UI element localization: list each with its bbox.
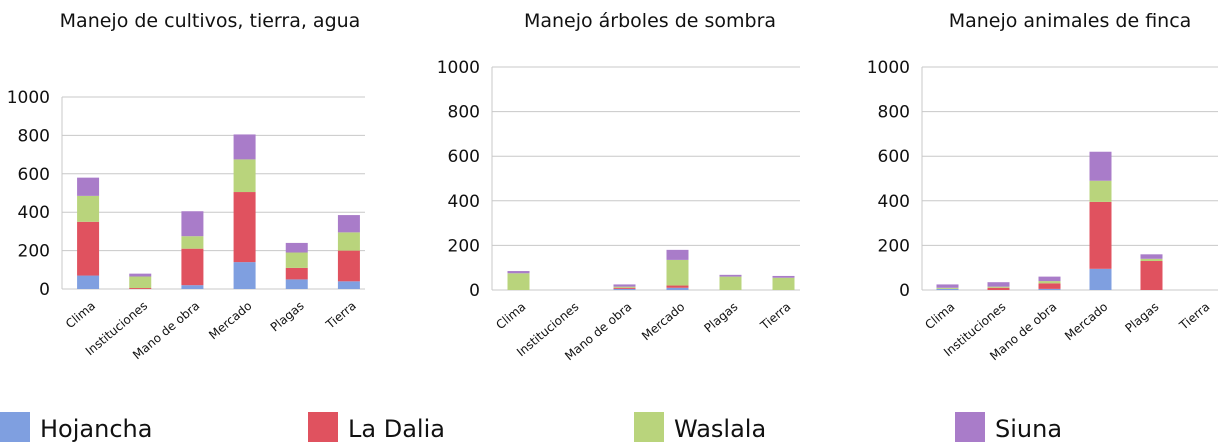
y-tick-label: 200	[878, 236, 910, 256]
legend-swatch	[634, 412, 664, 442]
bar-segment	[936, 288, 959, 290]
y-tick-label: 0	[469, 281, 480, 301]
bar-segment	[772, 277, 795, 290]
y-tick-label: 600	[448, 147, 480, 167]
x-tick-label: Tierra	[757, 300, 793, 334]
bar-segment	[987, 287, 1010, 290]
bar-segment	[77, 177, 100, 196]
bar-segment	[337, 250, 360, 282]
x-tick-label: Plagas	[701, 300, 740, 336]
y-tick-label: 1000	[437, 58, 480, 78]
bar-segment	[1140, 261, 1163, 290]
bar-segment	[337, 215, 360, 233]
bar-segment	[772, 275, 795, 278]
bar-segment	[1140, 258, 1163, 262]
bar-segment	[337, 281, 360, 289]
bar-segment	[181, 285, 204, 289]
bar-segment	[233, 262, 256, 289]
x-tick-label: Clima	[922, 300, 957, 333]
bar-segment	[987, 286, 1010, 288]
x-tick-label: Tierra	[1176, 300, 1212, 334]
y-tick-label: 1000	[867, 58, 910, 78]
bar-segment	[613, 288, 636, 290]
legend-label: Siuna	[995, 415, 1062, 443]
y-tick-label: 800	[878, 103, 910, 123]
bar-segment	[1038, 288, 1061, 290]
bar-segment	[1089, 201, 1112, 269]
chart-title: Manejo animales de finca	[948, 10, 1192, 32]
y-tick-label: 800	[448, 103, 480, 123]
bar-segment	[719, 274, 742, 277]
x-tick-label: Mercado	[1062, 300, 1110, 344]
legend-label: Hojancha	[40, 415, 152, 443]
bar-segment	[1089, 268, 1112, 290]
bar-segment	[613, 284, 636, 287]
bar-segment	[285, 279, 308, 289]
legend-label: La Dalia	[348, 415, 445, 443]
y-tick-label: 0	[899, 281, 910, 301]
y-tick-label: 600	[18, 165, 50, 185]
bar-segment	[285, 252, 308, 268]
bar-segment	[181, 211, 204, 237]
bar-segment	[507, 271, 530, 274]
bar-segment	[613, 287, 636, 289]
bar-segment	[129, 273, 152, 277]
y-tick-label: 200	[448, 236, 480, 256]
x-tick-label: Mercado	[639, 300, 687, 344]
y-tick-label: 1000	[7, 88, 50, 108]
chart-title: Manejo de cultivos, tierra, agua	[59, 10, 361, 32]
bar-segment	[666, 249, 689, 260]
x-tick-label: Clima	[63, 299, 98, 332]
bar-segment	[936, 284, 959, 288]
legend-swatch	[0, 412, 30, 442]
y-tick-label: 400	[448, 192, 480, 212]
bar-segment	[285, 267, 308, 280]
x-tick-label: Mercado	[206, 299, 254, 343]
y-tick-label: 200	[18, 242, 50, 262]
bar-segment	[987, 282, 1010, 287]
bar-segment	[666, 285, 689, 288]
x-tick-label: Plagas	[268, 299, 307, 335]
chart-title: Manejo árboles de sombra	[523, 10, 777, 32]
bar-segment	[1089, 180, 1112, 202]
bar-segment	[181, 248, 204, 286]
bar-segment	[666, 287, 689, 290]
y-tick-label: 600	[878, 147, 910, 167]
bar-segment	[233, 192, 256, 263]
bar-segment	[613, 286, 636, 288]
bar-segment	[181, 236, 204, 249]
legend-swatch	[955, 412, 985, 442]
bar-segment	[337, 232, 360, 251]
bar-segment	[77, 195, 100, 222]
x-tick-label: Clima	[493, 300, 528, 333]
bar-segment	[285, 242, 308, 253]
y-tick-label: 800	[18, 126, 50, 146]
bar-segment	[1140, 254, 1163, 259]
y-tick-label: 400	[878, 192, 910, 212]
y-tick-label: 400	[18, 203, 50, 223]
bar-segment	[129, 276, 152, 289]
bar-segment	[1038, 283, 1061, 289]
bar-segment	[719, 276, 742, 290]
bar-segment	[233, 134, 256, 160]
x-tick-label: Plagas	[1122, 300, 1161, 336]
bar-segment	[1038, 276, 1061, 282]
bar-segment	[1089, 151, 1112, 181]
x-tick-label: Tierra	[323, 299, 359, 333]
bar-segment	[233, 159, 256, 193]
legend-swatch	[308, 412, 338, 442]
bar-segment	[77, 275, 100, 289]
bar-segment	[1038, 281, 1061, 284]
bar-segment	[129, 288, 152, 289]
bar-segment	[77, 221, 100, 276]
bar-segment	[936, 287, 959, 289]
legend-label: Waslala	[674, 415, 766, 443]
bar-segment	[666, 259, 689, 286]
y-tick-label: 0	[39, 280, 50, 300]
bar-segment	[507, 273, 530, 290]
